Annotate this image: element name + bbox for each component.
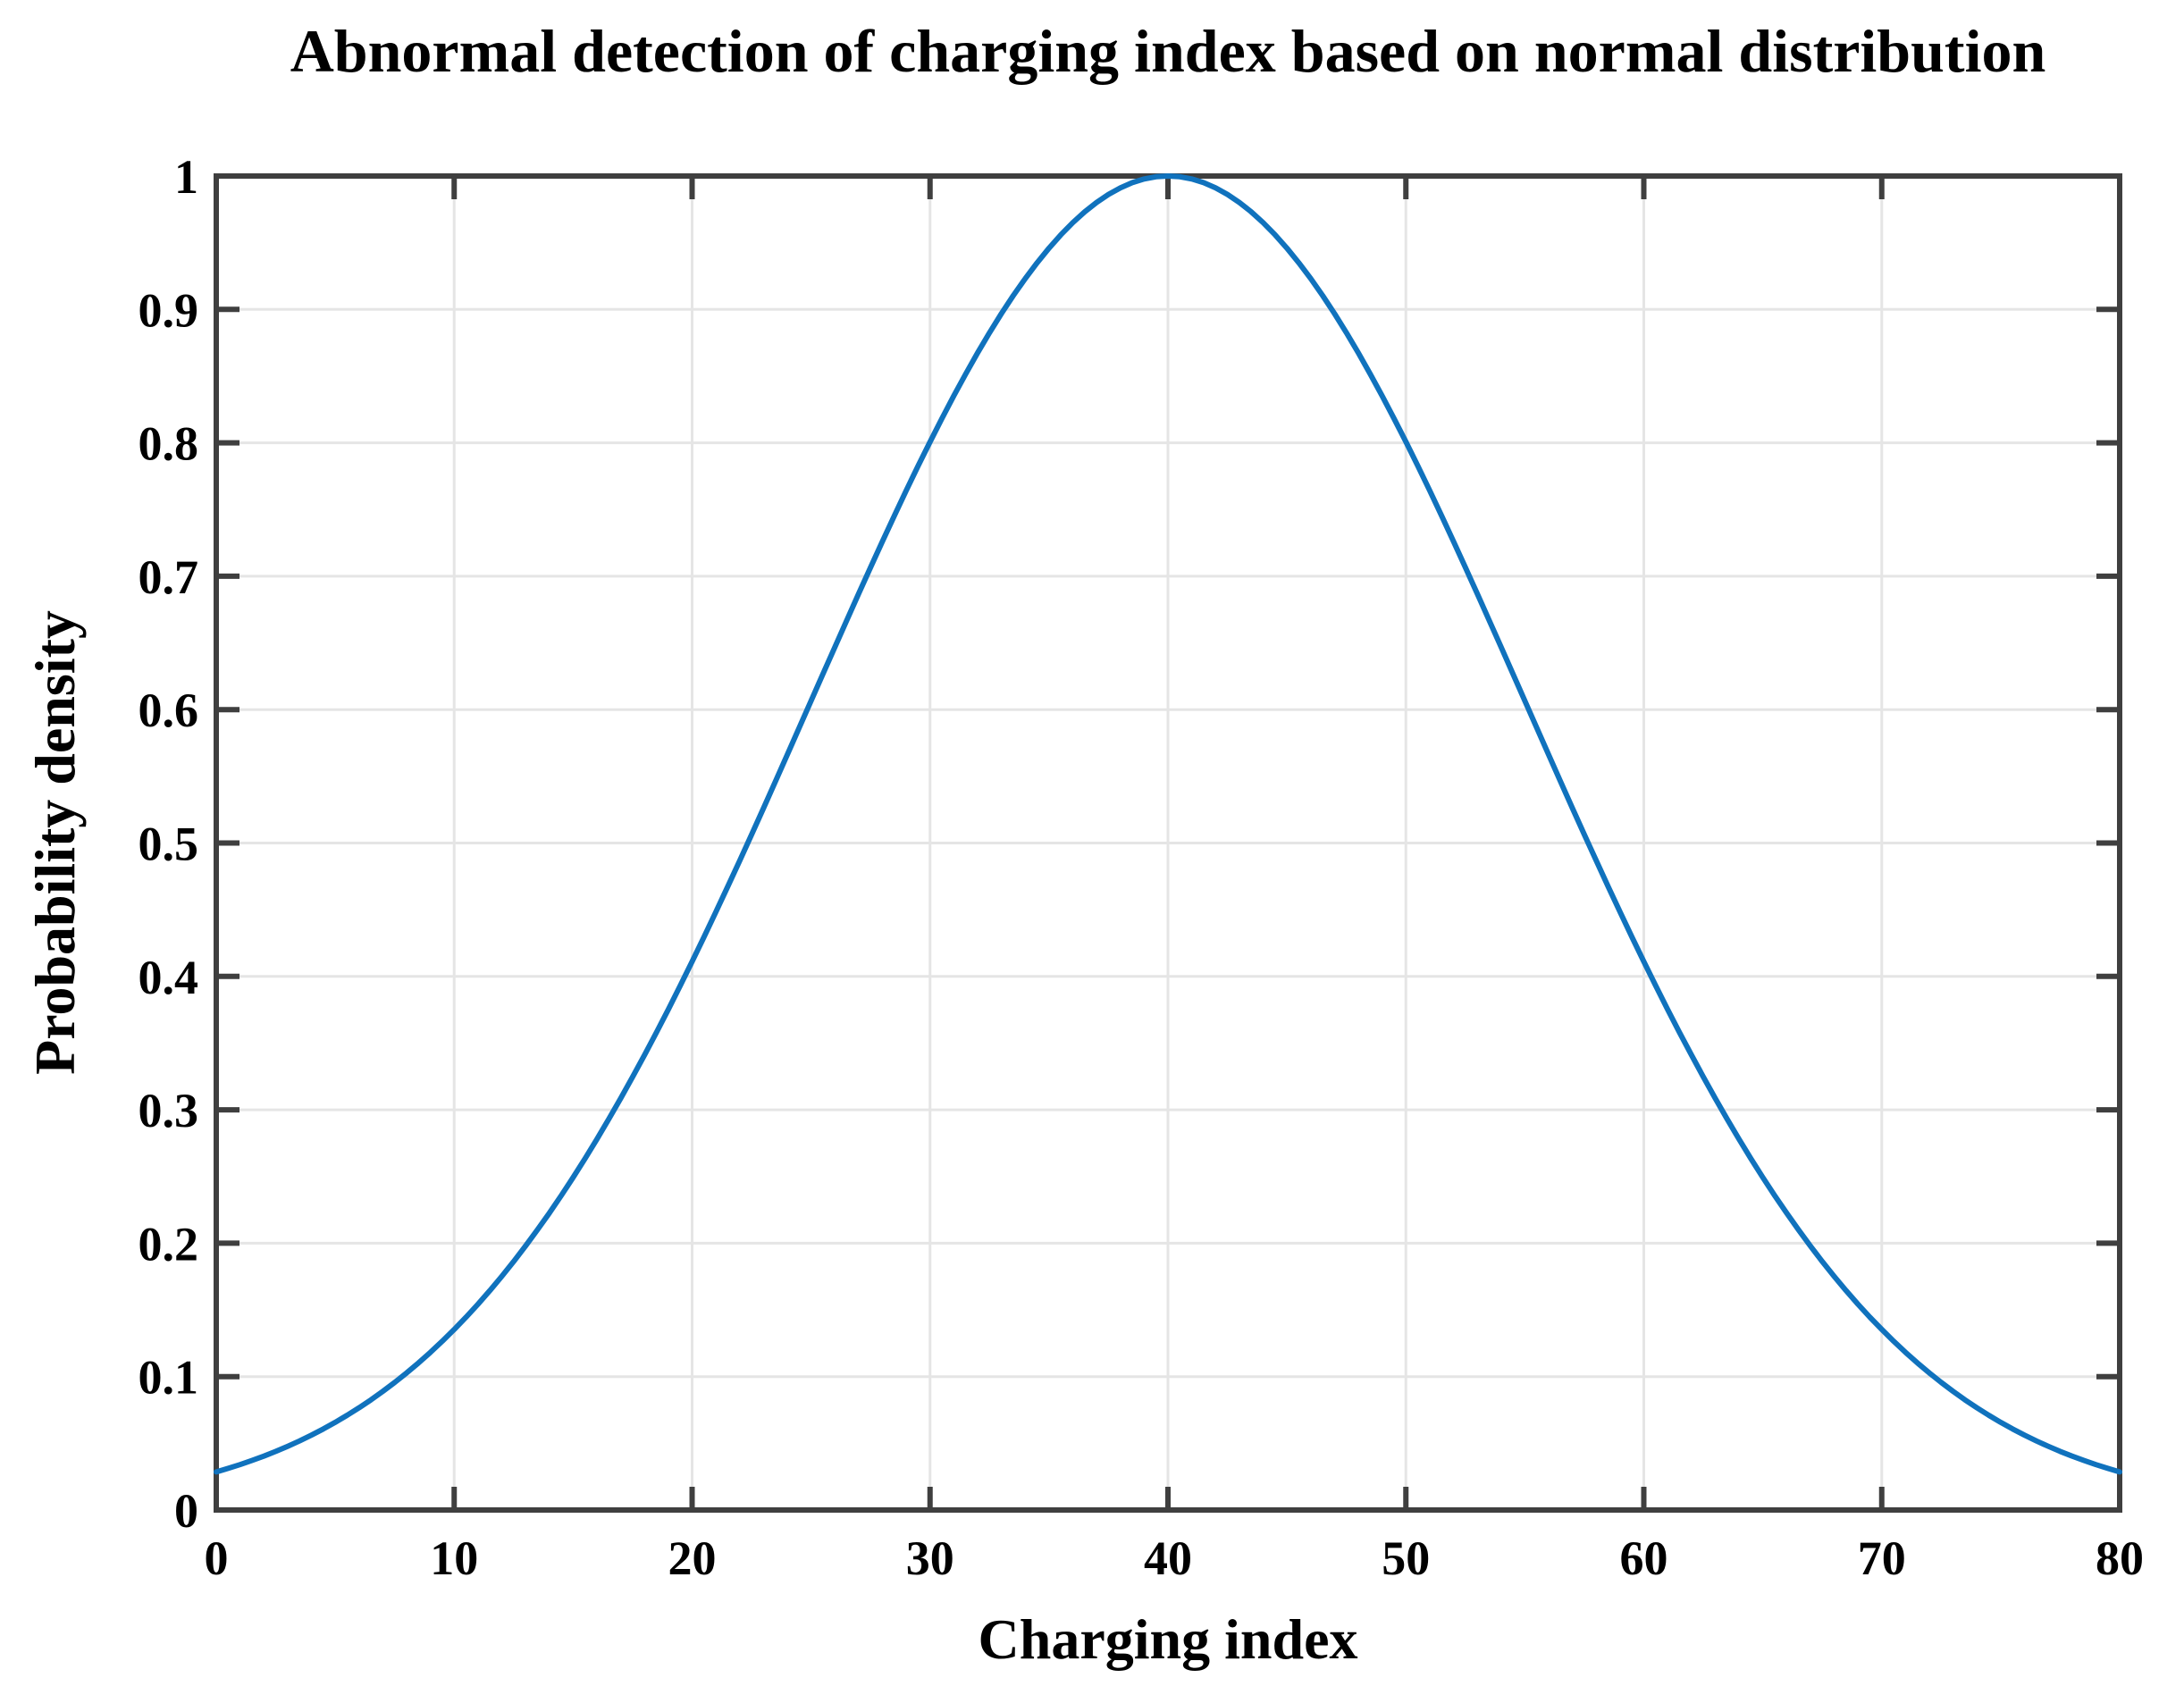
- x-axis-label: Charging index: [978, 1607, 1358, 1671]
- x-tick-labels: 0 10 20 30 40 50 60 70 80: [205, 1531, 2145, 1585]
- x-tick-label: 80: [2096, 1531, 2144, 1585]
- chart-title: Abnormal detection of charging index bas…: [216, 13, 2120, 89]
- x-tick-label: 30: [906, 1531, 954, 1585]
- x-tick-label: 20: [668, 1531, 717, 1585]
- tick-marks: [214, 173, 2122, 1513]
- y-tick-label: 0: [174, 1484, 198, 1538]
- y-tick-label: 0.8: [139, 417, 199, 471]
- x-tick-label: 0: [205, 1531, 229, 1585]
- x-tick-label: 40: [1144, 1531, 1192, 1585]
- y-tick-labels: 0 0.1 0.2 0.3 0.4 0.5 0.6 0.7 0.8 0.9 1: [139, 150, 199, 1538]
- y-tick-label: 0.1: [139, 1351, 199, 1405]
- y-tick-label: 0.7: [139, 550, 199, 604]
- x-tick-label: 10: [430, 1531, 478, 1585]
- y-tick-label: 0.5: [139, 818, 199, 871]
- y-tick-label: 0.3: [139, 1084, 199, 1137]
- x-tick-label: 70: [1858, 1531, 1906, 1585]
- distribution-curve: [214, 173, 2122, 1475]
- x-tick-label: 50: [1382, 1531, 1430, 1585]
- y-tick-label: 0.4: [139, 951, 199, 1004]
- y-tick-label: 0.2: [139, 1217, 199, 1271]
- y-tick-label: 1: [174, 150, 198, 204]
- chart-title-text: Abnormal detection of charging index bas…: [290, 17, 2046, 85]
- grid-lines: [216, 176, 2120, 1510]
- y-tick-label: 0.9: [139, 283, 199, 337]
- x-tick-label: 60: [1620, 1531, 1668, 1585]
- y-tick-label: 0.6: [139, 684, 199, 737]
